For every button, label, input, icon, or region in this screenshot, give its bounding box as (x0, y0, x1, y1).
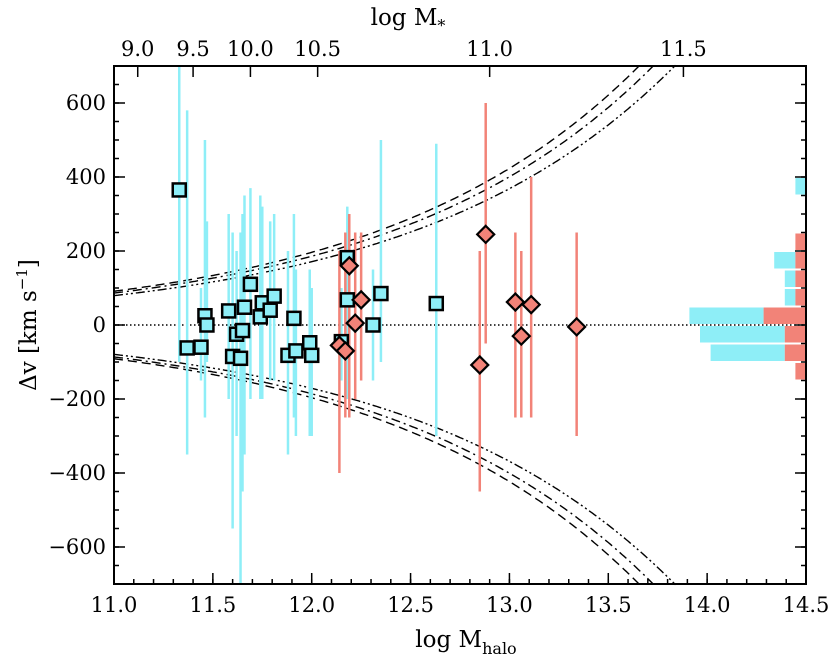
square-marker-0 (171, 182, 187, 198)
x-tick-label-5: 13.5 (585, 593, 632, 617)
square-marker-14 (262, 302, 278, 318)
hist-bar-cyan-0 (795, 178, 806, 195)
x-tick-label-3: 12.5 (387, 593, 434, 617)
y-tick-label-4: 200 (66, 239, 106, 263)
square-marker-18 (288, 343, 304, 359)
hist-bar-red-5 (763, 307, 806, 324)
diamond-marker-3 (345, 313, 366, 334)
square-marker-19 (301, 335, 318, 351)
square-marker-8 (232, 350, 249, 367)
data-markers (171, 182, 587, 376)
square-marker-4 (199, 317, 215, 333)
hist-bar-red-6 (784, 326, 806, 343)
envelope-dash-dot-dot-lower (113, 353, 676, 586)
diamond-marker-9 (521, 294, 542, 315)
hist-bar-red-4 (795, 289, 806, 306)
diamond-marker-2 (339, 255, 360, 276)
top-x-axis-label: log M* (371, 5, 446, 35)
envelope-dash-dot-dot-upper (113, 64, 676, 297)
square-marker-26 (428, 295, 445, 312)
square-marker-20 (303, 347, 320, 364)
hist-bar-cyan-4 (784, 289, 796, 306)
square-marker-1 (179, 340, 195, 356)
top-tick-label-4: 11.0 (466, 37, 513, 61)
envelope-dashed-upper (113, 64, 641, 292)
diamond-marker-10 (566, 316, 587, 337)
axis-ticks: 11.0 11.5 12.0 12.5 13.0 13.5 14.0 14.5 −600 −400… (48, 37, 829, 617)
diamond-marker-6 (475, 224, 496, 245)
y-axis-label: Δv [km s−1] (13, 259, 42, 391)
diamond-marker-1 (335, 340, 356, 361)
x-tick-label-4: 13.0 (486, 593, 533, 617)
square-marker-17 (286, 310, 302, 327)
square-marker-5 (220, 303, 237, 319)
hist-bar-cyan-6 (700, 326, 785, 343)
hist-bar-red-1 (795, 233, 806, 250)
x-tick-label-2: 12.0 (288, 593, 335, 617)
y-tick-label-6: 600 (66, 91, 106, 115)
square-marker-10 (236, 299, 253, 315)
square-marker-2 (193, 339, 209, 355)
y-tick-label-2: −200 (48, 387, 106, 411)
hist-bar-cyan-3 (784, 270, 796, 287)
top-tick-label-0: 9.0 (121, 37, 154, 61)
hist-bar-cyan-5 (689, 307, 764, 324)
y-tick-label-5: 400 (66, 165, 106, 189)
x-tick-label-1: 11.5 (189, 593, 236, 617)
diamond-marker-8 (511, 326, 532, 347)
top-tick-label-3: 10.5 (294, 37, 341, 61)
histogram-layer (689, 178, 806, 380)
square-marker-11 (242, 276, 259, 293)
hist-bar-cyan-7 (710, 344, 785, 361)
y-tick-label-1: −400 (48, 461, 106, 485)
diamond-marker-5 (469, 354, 490, 376)
x-tick-label-6: 14.0 (684, 593, 731, 617)
envelope-dash-dot-upper (113, 64, 655, 294)
diamond-marker-7 (505, 292, 526, 313)
envelope-dashed-lower (113, 358, 641, 586)
square-marker-9 (234, 322, 251, 339)
hist-bar-red-3 (795, 270, 806, 287)
y-tick-label-3: 0 (93, 313, 106, 337)
envelope-dash-dot-lower (113, 356, 655, 586)
x-tick-label-7: 14.5 (783, 593, 830, 617)
square-marker-25 (373, 285, 389, 302)
hist-bar-cyan-2 (774, 252, 796, 269)
y-tick-label-0: −600 (48, 535, 106, 559)
top-tick-label-2: 10.0 (227, 37, 274, 61)
diamond-marker-4 (351, 289, 372, 310)
top-tick-label-5: 11.5 (660, 37, 707, 61)
top-tick-label-1: 9.5 (176, 37, 209, 61)
square-marker-15 (266, 288, 282, 304)
square-marker-24 (365, 317, 381, 333)
hist-bar-red-7 (784, 344, 806, 361)
x-tick-label-0: 11.0 (91, 593, 138, 617)
hist-bar-red-2 (795, 252, 806, 269)
hist-bar-red-8 (795, 363, 806, 380)
x-axis-label: log Mhalo (415, 627, 516, 658)
